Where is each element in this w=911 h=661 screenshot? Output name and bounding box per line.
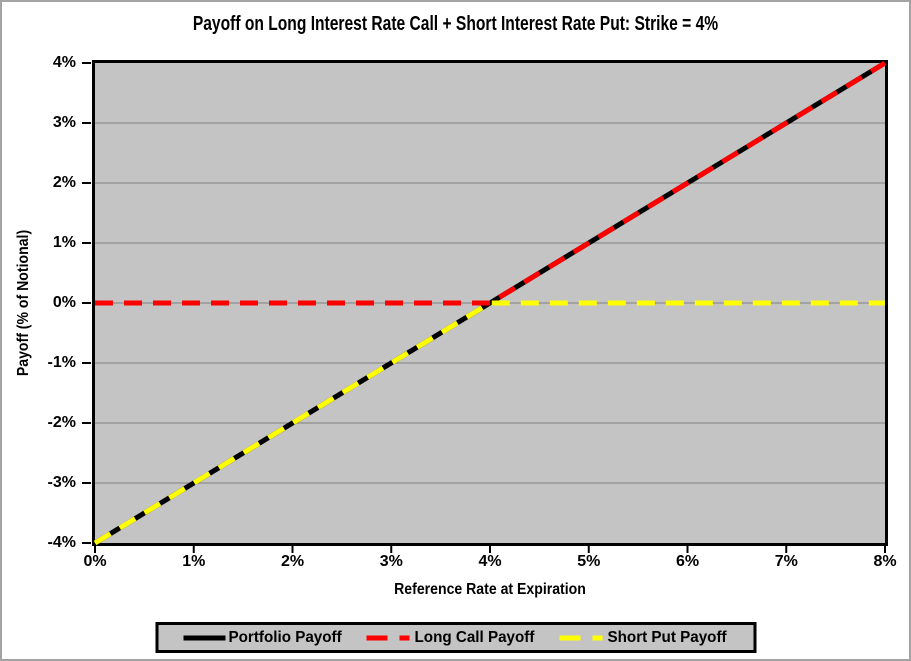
long-call-dash-swatch-icon	[366, 635, 412, 640]
legend-label-long-call-payoff: Long Call Payoff	[414, 628, 535, 646]
y-tick-label: 1%	[52, 234, 76, 251]
legend-item-portfolio-payoff: Portfolio Payoff	[183, 629, 347, 647]
y-tick-label: -2%	[47, 414, 76, 431]
portfolio-line-swatch-icon	[183, 635, 225, 640]
plot-canvas	[82, 60, 887, 553]
legend-item-short-put-payoff: Short Put Payoff	[559, 629, 732, 647]
short-put-dash-swatch-icon	[559, 635, 605, 640]
x-tick-label: 0%	[83, 553, 107, 570]
y-tick-label: -1%	[47, 354, 76, 371]
legend-label-short-put-payoff: Short Put Payoff	[607, 628, 727, 646]
y-tick-label: 4%	[52, 54, 76, 71]
x-tick-label: 6%	[675, 553, 700, 570]
x-tick-label: 1%	[182, 553, 206, 570]
y-tick-label: 0%	[52, 294, 76, 311]
plot-area	[82, 60, 888, 553]
legend-item-long-call-payoff: Long Call Payoff	[366, 629, 540, 647]
y-tick-label: -3%	[47, 474, 76, 491]
y-tick-label: -4%	[47, 534, 76, 551]
legend: Portfolio Payoff Long Call Payoff Short …	[155, 622, 756, 653]
chart-title: Payoff on Long Interest Rate Call + Shor…	[192, 13, 719, 35]
x-axis-tick-labels: 0% 1% 2% 3% 4% 5% 6% 7% 8%	[83, 553, 896, 575]
y-tick-label: 2%	[52, 174, 76, 191]
x-tick-label: 7%	[774, 553, 798, 570]
x-tick-label: 8%	[873, 553, 897, 570]
x-tick-label: 3%	[379, 553, 403, 570]
legend-label-portfolio-payoff: Portfolio Payoff	[228, 628, 342, 646]
y-tick-label: 3%	[52, 114, 76, 131]
x-tick-label: 4%	[478, 553, 502, 570]
x-tick-label: 5%	[577, 553, 601, 570]
x-axis-title: Reference Rate at Expiration	[394, 581, 586, 598]
x-tick-label: 2%	[280, 553, 305, 570]
y-axis-tick-labels: 4% 3% 2% 1% 0% -1% -2% -3% -4%	[2, 54, 76, 551]
